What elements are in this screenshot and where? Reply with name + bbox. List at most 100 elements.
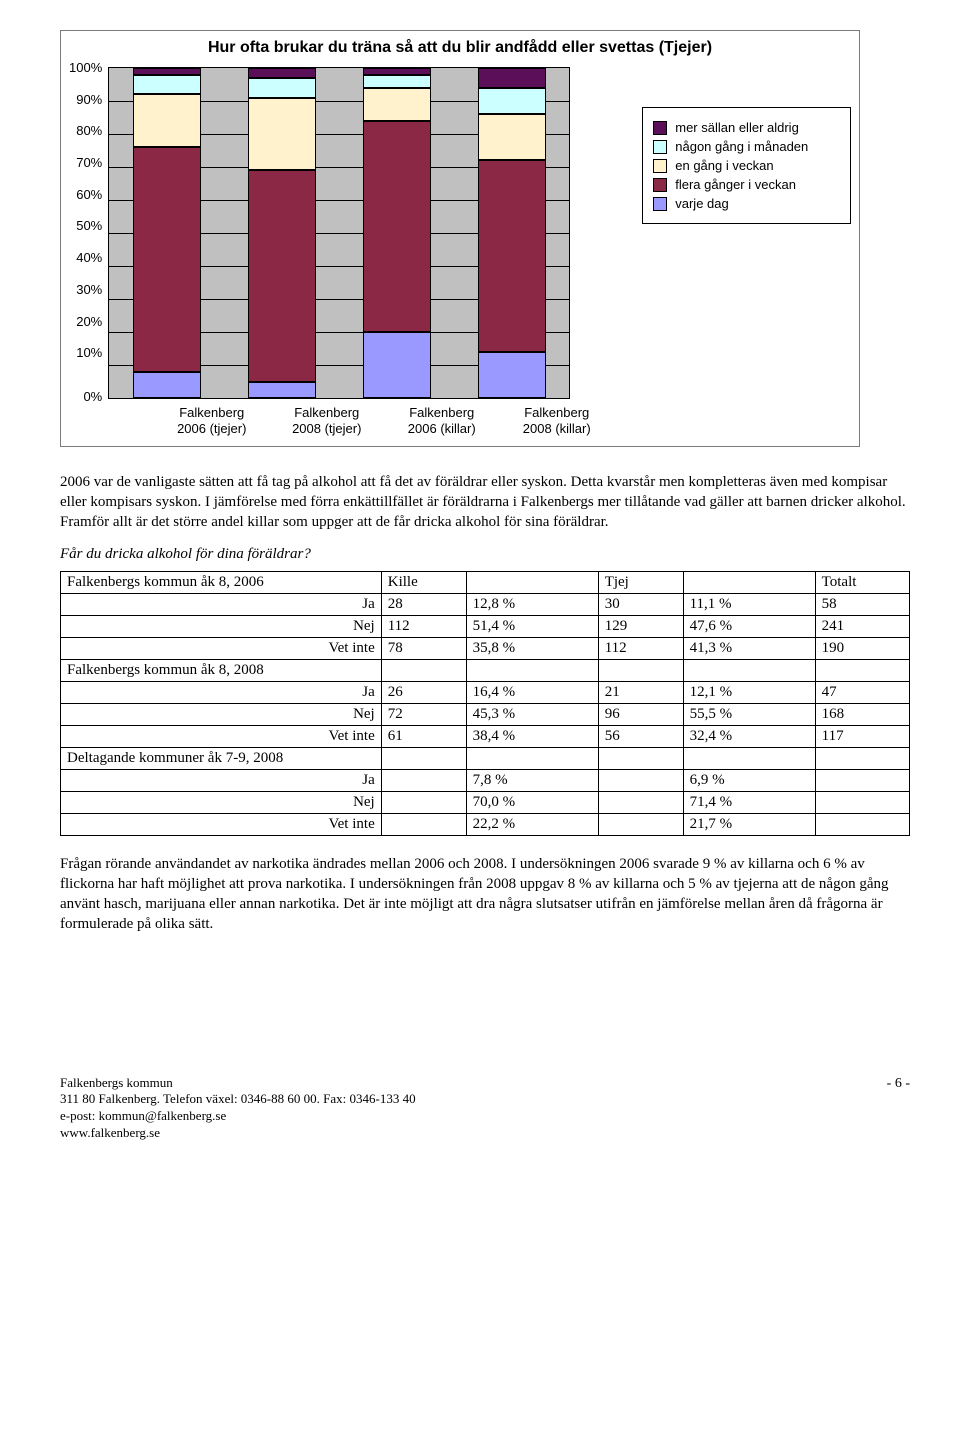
table-cell: Falkenbergs kommun åk 8, 2008 — [61, 659, 382, 681]
table-cell: 112 — [381, 615, 466, 637]
legend-swatch — [653, 197, 667, 211]
legend-swatch — [653, 159, 667, 173]
table-cell: 61 — [381, 725, 466, 747]
table-cell: 11,1 % — [683, 593, 815, 615]
bar-segment-en_gang — [133, 94, 201, 147]
table-cell: Deltagande kommuner åk 7-9, 2008 — [61, 747, 382, 769]
chart-container: Hur ofta brukar du träna så att du blir … — [60, 30, 860, 447]
bar-segment-mer_sallan — [133, 68, 201, 75]
table-cell: 78 — [381, 637, 466, 659]
table-cell: 117 — [815, 725, 909, 747]
bar-segment-flera_ganger — [363, 121, 431, 332]
legend-label: någon gång i månaden — [675, 139, 808, 154]
table-cell — [598, 791, 683, 813]
x-label: Falkenberg 2008 (killar) — [509, 405, 605, 438]
table-header-cell — [466, 571, 598, 593]
table-cell — [815, 813, 909, 835]
y-tick: 30% — [69, 283, 102, 296]
bar-segment-mer_sallan — [478, 68, 546, 88]
data-table: Falkenbergs kommun åk 8, 2006KilleTjejTo… — [60, 571, 910, 836]
table-cell — [381, 813, 466, 835]
table-cell — [598, 659, 683, 681]
table-cell: 112 — [598, 637, 683, 659]
legend-item: varje dag — [653, 196, 840, 211]
bar-segment-nagon_gang — [133, 75, 201, 95]
table-cell — [381, 659, 466, 681]
table-cell — [598, 747, 683, 769]
table-cell: 32,4 % — [683, 725, 815, 747]
table-header-cell: Totalt — [815, 571, 909, 593]
table-cell: 55,5 % — [683, 703, 815, 725]
table-cell: 56 — [598, 725, 683, 747]
bar-segment-varje_dag — [478, 352, 546, 398]
y-tick: 0% — [69, 390, 102, 403]
table-cell: 70,0 % — [466, 791, 598, 813]
legend-item: en gång i veckan — [653, 158, 840, 173]
table-cell: 38,4 % — [466, 725, 598, 747]
footer-line-1: Falkenbergs kommun — [60, 1075, 416, 1092]
footer-line-3: e-post: kommun@falkenberg.se — [60, 1108, 416, 1125]
table-cell: 26 — [381, 681, 466, 703]
legend-item: någon gång i månaden — [653, 139, 840, 154]
table-cell: 41,3 % — [683, 637, 815, 659]
table-question: Får du dricka alkohol för dina föräldrar… — [60, 544, 910, 564]
table-cell: Nej — [61, 615, 382, 637]
legend-label: en gång i veckan — [675, 158, 773, 173]
plot-area — [108, 67, 570, 399]
chart-title: Hur ofta brukar du träna så att du blir … — [69, 39, 851, 57]
bar-segment-nagon_gang — [363, 75, 431, 88]
paragraph-2: Frågan rörande användandet av narkotika … — [60, 854, 910, 935]
table-cell: 168 — [815, 703, 909, 725]
table-cell: 51,4 % — [466, 615, 598, 637]
y-tick: 100% — [69, 61, 102, 74]
bar-segment-en_gang — [248, 98, 316, 171]
chart-legend: mer sällan eller aldrig någon gång i måna… — [642, 107, 851, 224]
footer-line-2: 311 80 Falkenberg. Telefon växel: 0346-8… — [60, 1091, 416, 1108]
bar-segment-mer_sallan — [363, 68, 431, 75]
table-cell — [683, 747, 815, 769]
bar-segment-nagon_gang — [248, 78, 316, 98]
bar-column — [133, 68, 201, 398]
table-cell: 71,4 % — [683, 791, 815, 813]
table-cell — [466, 659, 598, 681]
y-tick: 70% — [69, 156, 102, 169]
table-cell: 241 — [815, 615, 909, 637]
page-number: - 6 - — [887, 1075, 910, 1093]
bar-column — [363, 68, 431, 398]
bar-column — [478, 68, 546, 398]
legend-label: mer sällan eller aldrig — [675, 120, 799, 135]
x-label: Falkenberg 2008 (tjejer) — [279, 405, 375, 438]
table-cell — [815, 659, 909, 681]
footer-line-4: www.falkenberg.se — [60, 1125, 416, 1142]
legend-swatch — [653, 121, 667, 135]
y-tick: 90% — [69, 93, 102, 106]
legend-swatch — [653, 178, 667, 192]
table-cell: Vet inte — [61, 813, 382, 835]
table-cell: 12,8 % — [466, 593, 598, 615]
table-cell: Nej — [61, 703, 382, 725]
table-cell: 12,1 % — [683, 681, 815, 703]
legend-item: flera gånger i veckan — [653, 177, 840, 192]
bar-segment-flera_ganger — [248, 170, 316, 381]
bar-segment-mer_sallan — [248, 68, 316, 78]
table-header-cell: Tjej — [598, 571, 683, 593]
table-cell: 96 — [598, 703, 683, 725]
table-cell: 47 — [815, 681, 909, 703]
table-cell: Vet inte — [61, 637, 382, 659]
table-cell: 22,2 % — [466, 813, 598, 835]
table-cell: 30 — [598, 593, 683, 615]
bar-segment-flera_ganger — [133, 147, 201, 371]
y-axis: 100%90%80%70%60%50%40%30%20%10%0% — [69, 67, 108, 397]
bar-column — [248, 68, 316, 398]
table-cell — [381, 791, 466, 813]
legend-swatch — [653, 140, 667, 154]
table-cell: 21,7 % — [683, 813, 815, 835]
y-tick: 60% — [69, 188, 102, 201]
y-tick: 40% — [69, 251, 102, 264]
table-cell: Ja — [61, 681, 382, 703]
table-cell: 7,8 % — [466, 769, 598, 791]
table-cell — [598, 813, 683, 835]
page-footer: Falkenbergs kommun 311 80 Falkenberg. Te… — [60, 1075, 910, 1143]
x-label: Falkenberg 2006 (tjejer) — [164, 405, 260, 438]
y-tick: 10% — [69, 346, 102, 359]
